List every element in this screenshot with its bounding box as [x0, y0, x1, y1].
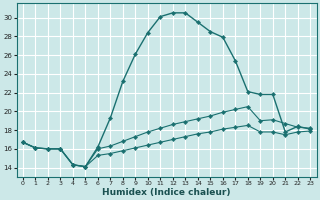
X-axis label: Humidex (Indice chaleur): Humidex (Indice chaleur) — [102, 188, 231, 197]
